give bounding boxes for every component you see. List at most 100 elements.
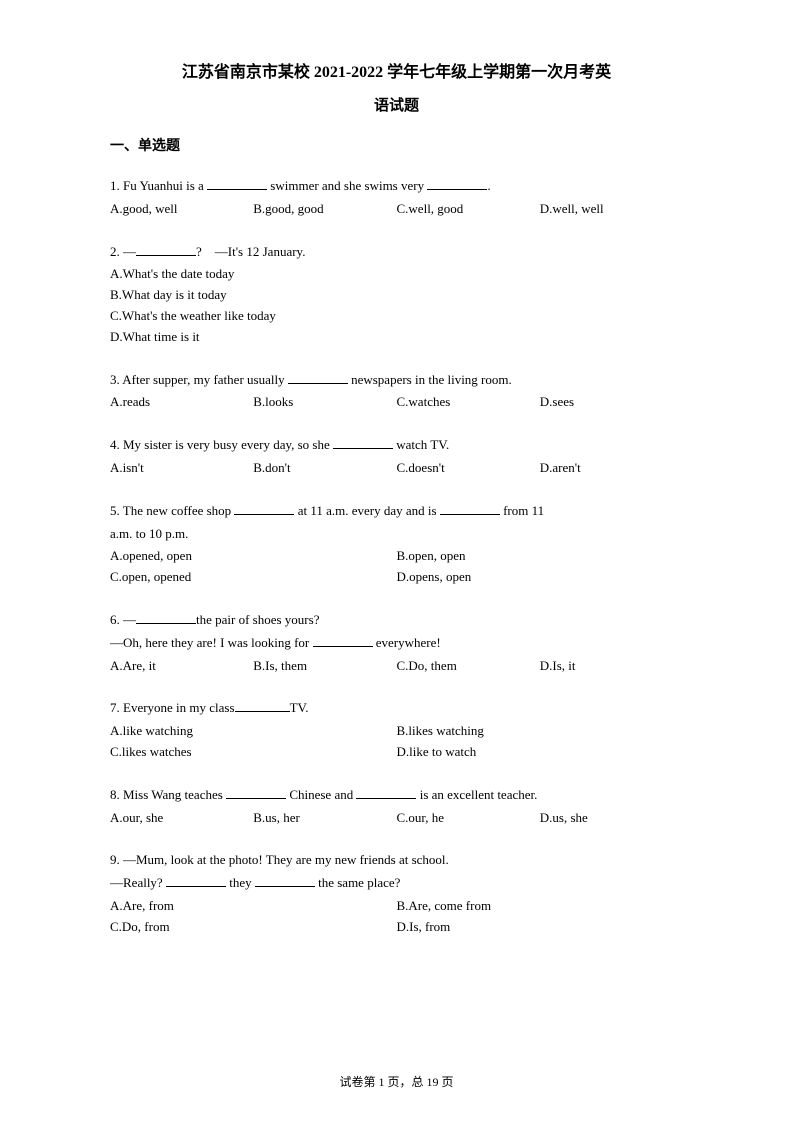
option-a: A.Are, from <box>110 896 397 917</box>
options: A.reads B.looks C.watches D.sees <box>110 392 683 413</box>
q-part: — <box>120 612 136 627</box>
blank <box>333 435 393 449</box>
option-c: C.our, he <box>397 808 540 829</box>
q-part: at 11 a.m. every day and is <box>294 503 439 518</box>
option-c: C.Do, them <box>397 656 540 677</box>
option-a: A.good, well <box>110 199 253 220</box>
question-text: 2. —? —It's 12 January. <box>110 242 683 263</box>
option-a: A.like watching <box>110 721 397 742</box>
q-num: 4. <box>110 437 120 452</box>
q-part: the pair of shoes yours? <box>196 612 319 627</box>
option-a: A.What's the date today <box>110 264 683 285</box>
q-part: —Oh, here they are! I was looking for <box>110 635 313 650</box>
question-text: 3. After supper, my father usually newsp… <box>110 370 683 391</box>
option-b: B.open, open <box>397 546 684 567</box>
question-3: 3. After supper, my father usually newsp… <box>110 370 683 414</box>
option-d: D.opens, open <box>397 567 684 588</box>
option-b: B.looks <box>253 392 396 413</box>
q-part: —Really? <box>110 875 166 890</box>
blank <box>313 633 373 647</box>
option-d: D.Is, from <box>397 917 684 938</box>
footer-prefix: 试卷第 <box>339 1075 378 1089</box>
option-b: B.likes watching <box>397 721 684 742</box>
option-b: B.Is, them <box>253 656 396 677</box>
option-d: D.us, she <box>540 808 683 829</box>
q-num: 1. <box>110 178 120 193</box>
q-part: Everyone in my class <box>120 700 235 715</box>
q-part: watch TV. <box>393 437 449 452</box>
options: A.Are, it B.Is, them C.Do, them D.Is, it <box>110 656 683 677</box>
question-text: 8. Miss Wang teaches Chinese and is an e… <box>110 785 683 806</box>
q-part: The new coffee shop <box>120 503 235 518</box>
q-part: TV. <box>290 700 309 715</box>
question-text-line2: —Oh, here they are! I was looking for ev… <box>110 633 683 654</box>
blank <box>255 873 315 887</box>
q-part: everywhere! <box>373 635 441 650</box>
blank <box>440 501 500 515</box>
option-c: C.watches <box>397 392 540 413</box>
blank <box>235 698 290 712</box>
question-6: 6. — the pair of shoes yours? —Oh, here t… <box>110 610 683 676</box>
question-text-line2: —Really? they the same place? <box>110 873 683 894</box>
blank <box>234 501 294 515</box>
blank <box>136 242 196 256</box>
blank <box>288 370 348 384</box>
q-part: swimmer and she swims very <box>267 178 427 193</box>
question-text: 4. My sister is very busy every day, so … <box>110 435 683 456</box>
question-8: 8. Miss Wang teaches Chinese and is an e… <box>110 785 683 829</box>
section-heading: 一、单选题 <box>110 136 683 158</box>
q-part: newspapers in the living room. <box>348 372 512 387</box>
q-num: 3. <box>110 372 120 387</box>
q-part: After supper, my father usually <box>120 372 288 387</box>
q-part: —Mum, look at the photo! They are my new… <box>120 852 449 867</box>
options: A.Are, from B.Are, come from C.Do, from … <box>110 896 683 938</box>
option-b: B.don't <box>253 458 396 479</box>
option-b: B.Are, come from <box>397 896 684 917</box>
q-part: ? —It's 12 January. <box>196 244 305 259</box>
q-num: 7. <box>110 700 120 715</box>
option-c: C.likes watches <box>110 742 397 763</box>
q-part: from 11 <box>500 503 544 518</box>
question-5: 5. The new coffee shop at 11 a.m. every … <box>110 501 683 588</box>
blank <box>226 785 286 799</box>
options: A.opened, open B.open, open C.open, open… <box>110 546 683 588</box>
question-text: 7. Everyone in my class TV. <box>110 698 683 719</box>
q-part: Chinese and <box>286 787 356 802</box>
exam-title-line2: 语试题 <box>110 94 683 118</box>
page-footer: 试卷第 1 页，总 19 页 <box>0 1073 793 1092</box>
option-a: A.isn't <box>110 458 253 479</box>
options: A.isn't B.don't C.doesn't D.aren't <box>110 458 683 479</box>
blank <box>207 176 267 190</box>
option-d: D.sees <box>540 392 683 413</box>
option-c: C.What's the weather like today <box>110 306 683 327</box>
question-4: 4. My sister is very busy every day, so … <box>110 435 683 479</box>
options: A.What's the date today B.What day is it… <box>110 264 683 347</box>
blank <box>136 610 196 624</box>
q-num: 6. <box>110 612 120 627</box>
q-part: Fu Yuanhui is a <box>120 178 207 193</box>
blank <box>166 873 226 887</box>
option-c: C.Do, from <box>110 917 397 938</box>
q-num: 8. <box>110 787 120 802</box>
option-d: D.well, well <box>540 199 683 220</box>
option-d: D.What time is it <box>110 327 683 348</box>
options: A.good, well B.good, good C.well, good D… <box>110 199 683 220</box>
option-a: A.reads <box>110 392 253 413</box>
footer-total: 19 <box>427 1075 439 1089</box>
options: A.our, she B.us, her C.our, he D.us, she <box>110 808 683 829</box>
q-num: 2. <box>110 244 120 259</box>
question-text: 5. The new coffee shop at 11 a.m. every … <box>110 501 683 522</box>
q-part: they <box>226 875 255 890</box>
q-part: My sister is very busy every day, so she <box>120 437 333 452</box>
footer-suffix: 页 <box>439 1075 454 1089</box>
question-1: 1. Fu Yuanhui is a swimmer and she swims… <box>110 176 683 220</box>
blank <box>427 176 487 190</box>
q-part: the same place? <box>315 875 401 890</box>
q-num: 9. <box>110 852 120 867</box>
question-2: 2. —? —It's 12 January. A.What's the dat… <box>110 242 683 348</box>
option-b: B.What day is it today <box>110 285 683 306</box>
option-c: C.doesn't <box>397 458 540 479</box>
option-d: D.Is, it <box>540 656 683 677</box>
question-7: 7. Everyone in my class TV. A.like watchi… <box>110 698 683 762</box>
option-b: B.good, good <box>253 199 396 220</box>
